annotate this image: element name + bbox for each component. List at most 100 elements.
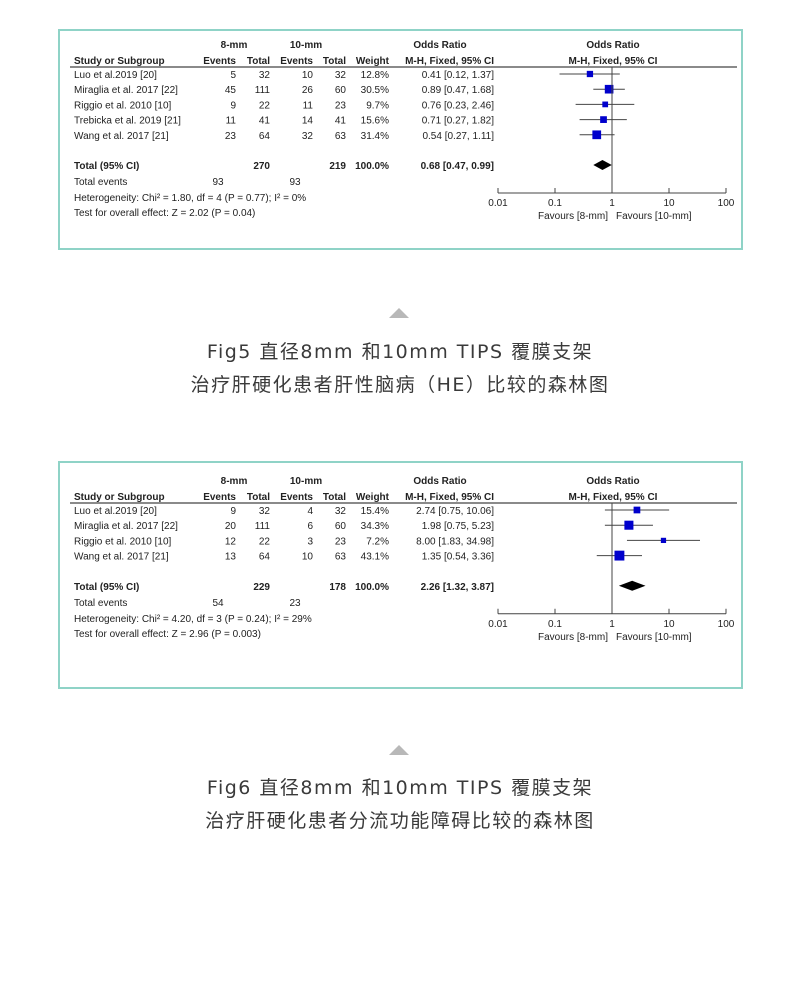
study-name: Wang et al. 2017 [21] (74, 131, 169, 142)
events1-header: Events (203, 56, 236, 67)
or-ci-cell: 8.00 [1.83, 34.98] (416, 536, 494, 547)
total2-sum: 219 (329, 161, 346, 172)
weight-cell: 7.2% (366, 536, 389, 547)
weight-header: Weight (356, 492, 390, 503)
study-square (604, 84, 614, 94)
events1-cell: 45 (225, 85, 237, 96)
total2-cell: 23 (335, 100, 347, 111)
favours-right-label: Favours [10-mm] (616, 211, 692, 222)
study-name: Riggio et al. 2010 [10] (74, 536, 172, 547)
overall-effect-text: Test for overall effect: Z = 2.96 (P = 0… (74, 629, 261, 640)
x-tick-label: 10 (663, 619, 675, 630)
total2-cell: 63 (335, 552, 347, 563)
events1-cell: 9 (230, 100, 236, 111)
odds-ratio-header: Odds Ratio (413, 476, 466, 487)
total-label: Total (95% CI) (74, 161, 139, 172)
weight-cell: 15.4% (361, 506, 389, 517)
total-weight: 100.0% (355, 582, 389, 593)
study-square (624, 520, 634, 530)
total1-cell: 111 (255, 521, 271, 532)
caption-fig6: Fig6 直径8mm 和10mm TIPS 覆膜支架 治疗肝硬化患者分流功能障碍… (0, 772, 800, 838)
total1-cell: 64 (259, 131, 271, 142)
x-tick-label: 10 (663, 198, 675, 209)
group2-header: 10-mm (290, 476, 322, 487)
total1-cell: 22 (259, 536, 271, 547)
x-tick-label: 100 (718, 198, 735, 209)
events1-cell: 9 (230, 506, 236, 517)
heterogeneity-text: Heterogeneity: Chi² = 1.80, df = 4 (P = … (74, 193, 306, 204)
or-ci-cell: 0.89 [0.47, 1.68] (422, 85, 495, 96)
method-plot-header: M-H, Fixed, 95% CI (569, 492, 658, 503)
events1-cell: 11 (226, 116, 237, 127)
total-events2: 23 (289, 598, 301, 609)
events2-header: Events (280, 492, 313, 503)
weight-cell: 43.1% (361, 552, 389, 563)
total2-cell: 32 (335, 506, 347, 517)
or-ci-cell: 0.76 [0.23, 2.46] (422, 100, 495, 111)
total-events1: 93 (212, 177, 224, 188)
x-tick-label: 0.01 (488, 198, 508, 209)
odds-ratio-header: Odds Ratio (413, 40, 466, 51)
total-weight: 100.0% (355, 161, 389, 172)
x-tick-label: 1 (609, 619, 615, 630)
study-square (592, 130, 602, 140)
x-tick-label: 0.1 (548, 198, 562, 209)
total-events-label: Total events (74, 598, 127, 609)
events2-cell: 10 (302, 552, 314, 563)
x-tick-label: 0.01 (488, 619, 508, 630)
total1-sum: 229 (253, 582, 270, 593)
events2-cell: 3 (307, 536, 313, 547)
study-name: Luo et al.2019 [20] (74, 70, 157, 81)
study-header: Study or Subgroup (74, 56, 165, 67)
or-ci-cell: 1.98 [0.75, 5.23] (422, 521, 495, 532)
total2-cell: 23 (335, 536, 347, 547)
study-square (614, 550, 625, 561)
total1-cell: 64 (259, 552, 271, 563)
forest-plot-fig5: 8-mm 10-mm Odds Ratio Odds Ratio Study or Su… (58, 29, 743, 250)
events1-header: Events (203, 492, 236, 503)
study-name: Trebicka et al. 2019 [21] (74, 116, 181, 127)
x-tick-label: 100 (718, 619, 735, 630)
study-name: Miraglia et al. 2017 [22] (74, 521, 178, 532)
study-name: Luo et al.2019 [20] (74, 506, 157, 517)
method-header: M-H, Fixed, 95% CI (405, 492, 494, 503)
total1-cell: 111 (255, 85, 271, 96)
total1-header: Total (247, 56, 270, 67)
odds-ratio-plot-header: Odds Ratio (586, 476, 639, 487)
total-diamond (593, 160, 612, 170)
events2-cell: 14 (302, 116, 314, 127)
events2-cell: 4 (307, 506, 313, 517)
weight-cell: 15.6% (361, 116, 389, 127)
events1-cell: 20 (225, 521, 237, 532)
study-square (660, 537, 667, 544)
group1-header: 8-mm (221, 40, 248, 51)
total-events2: 93 (289, 177, 301, 188)
total-label: Total (95% CI) (74, 582, 139, 593)
total-diamond (618, 580, 646, 591)
x-tick-label: 1 (609, 198, 615, 209)
total2-header: Total (323, 492, 346, 503)
events2-cell: 6 (307, 521, 313, 532)
method-header: M-H, Fixed, 95% CI (405, 56, 494, 67)
overall-effect-text: Test for overall effect: Z = 2.02 (P = 0… (74, 208, 255, 219)
events2-cell: 10 (302, 70, 314, 81)
study-name: Miraglia et al. 2017 [22] (74, 85, 178, 96)
total1-header: Total (247, 492, 270, 503)
heterogeneity-text: Heterogeneity: Chi² = 4.20, df = 3 (P = … (74, 614, 312, 625)
total2-cell: 41 (335, 116, 347, 127)
total1-cell: 22 (259, 100, 271, 111)
study-name: Riggio et al. 2010 [10] (74, 100, 172, 111)
study-name: Wang et al. 2017 [21] (74, 552, 169, 563)
caption-fig5: Fig5 直径8mm 和10mm TIPS 覆膜支架 治疗肝硬化患者肝性脑病（H… (0, 336, 800, 402)
caption-line-2: 治疗肝硬化患者肝性脑病（HE）比较的森林图 (190, 374, 610, 396)
triangle-marker-icon (389, 308, 409, 318)
or-ci-cell: 2.74 [0.75, 10.06] (416, 506, 494, 517)
method-plot-header: M-H, Fixed, 95% CI (569, 56, 658, 67)
triangle-marker-icon (389, 745, 409, 755)
total-events1: 54 (212, 598, 224, 609)
study-header: Study or Subgroup (74, 492, 165, 503)
total2-cell: 60 (335, 85, 347, 96)
favours-right-label: Favours [10-mm] (616, 632, 692, 643)
or-ci-cell: 0.41 [0.12, 1.37] (422, 70, 495, 81)
events2-header: Events (280, 56, 313, 67)
